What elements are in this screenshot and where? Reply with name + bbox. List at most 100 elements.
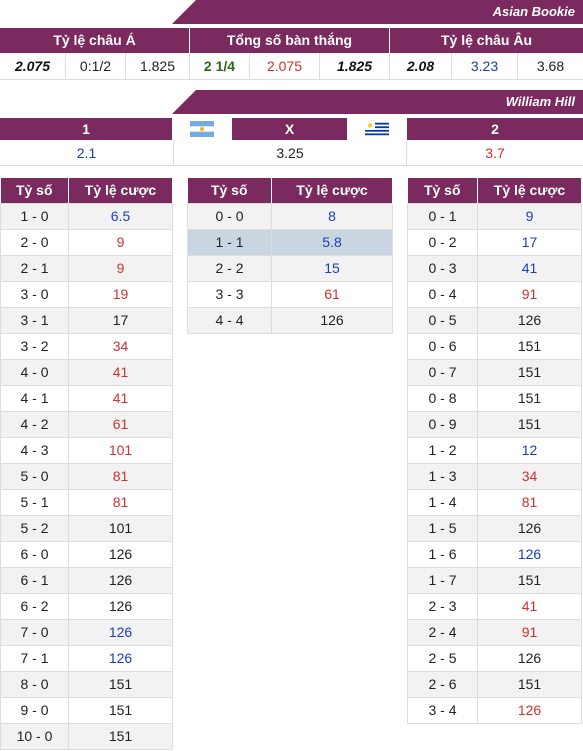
score-cell: 6 - 1 [0,567,69,594]
score-cell: 1 - 0 [0,203,69,230]
score-cell: 3 - 2 [0,333,69,360]
score-cell: 4 - 2 [0,411,69,438]
score-cell: 0 - 1 [407,203,478,230]
odds-cell: 151 [68,723,173,750]
col-odds: Tỷ lệ cược [68,178,173,204]
eu-draw-odds: 3.23 [452,53,518,79]
table-row: 2 - 5 126 [407,645,582,672]
score-cell: 4 - 0 [0,359,69,386]
odds-cell: 12 [477,437,582,464]
table-row: 5 - 2 101 [0,515,173,542]
table-row: 0 - 3 41 [407,255,582,282]
odds-cell: 101 [68,515,173,542]
wh-label-draw: X [284,121,295,137]
table-row: 4 - 0 41 [0,359,173,386]
score-cell: 5 - 1 [0,489,69,516]
score-cell: 3 - 4 [407,697,478,724]
score-cell: 1 - 5 [407,515,478,542]
col-score: Tỷ số [0,178,69,204]
score-cell: 0 - 7 [407,359,478,386]
score-cell: 1 - 2 [407,437,478,464]
score-cell: 2 - 0 [0,229,69,256]
odds-cell: 126 [477,697,582,724]
odds-cell: 101 [68,437,173,464]
table-row: 0 - 9 151 [407,411,582,438]
table-row: 0 - 6 151 [407,333,582,360]
william-hill-banner: William Hill [172,90,583,114]
uruguay-flag-icon [347,118,407,140]
odds-cell: 126 [477,645,582,672]
ah-away-odds: 1.825 [126,53,190,79]
score-cell: 0 - 5 [407,307,478,334]
table-row: 1 - 1 5.8 [187,229,393,256]
odds-cell: 81 [68,463,173,490]
table-row: 0 - 5 126 [407,307,582,334]
odds-cell: 151 [477,567,582,594]
score-cell: 6 - 0 [0,541,69,568]
score-cell: 3 - 0 [0,281,69,308]
odds-cell: 34 [68,333,173,360]
ah-home-odds: 2.075 [0,53,66,79]
odds-cell: 126 [477,515,582,542]
wh-draw-odds: 3.25 [174,140,407,165]
odds-cell: 61 [271,281,393,308]
table-row: 2 - 6 151 [407,671,582,698]
odds-cell: 9 [477,203,582,230]
odds-cell: 9 [68,229,173,256]
score-cell: 5 - 0 [0,463,69,490]
score-cell: 2 - 5 [407,645,478,672]
odds-cell: 6.5 [68,203,173,230]
table-row: 6 - 1 126 [0,567,173,594]
col-score: Tỷ số [407,178,478,204]
table-row: 0 - 8 151 [407,385,582,412]
odds-cell: 126 [271,307,393,334]
table-row: 6 - 0 126 [0,541,173,568]
odds-cell: 81 [477,489,582,516]
odds-cell: 5.8 [271,229,393,256]
table-row: 6 - 2 126 [0,593,173,620]
table-row: 5 - 1 81 [0,489,173,516]
score-cell: 6 - 2 [0,593,69,620]
score-cell: 5 - 2 [0,515,69,542]
score-cell: 2 - 2 [187,255,272,282]
odds-cell: 126 [68,619,173,646]
odds-cell: 151 [68,671,173,698]
table-row: 10 - 0 151 [0,723,173,750]
col-odds: Tỷ lệ cược [477,178,582,204]
odds-cell: 151 [477,385,582,412]
header-total-goals: Tổng số bàn thắng [190,28,390,53]
wh-label-away: 2 [491,121,499,137]
odds-cell: 19 [68,281,173,308]
score-cell: 2 - 6 [407,671,478,698]
table-row: 4 - 2 61 [0,411,173,438]
score-cell: 1 - 1 [187,229,272,256]
odds-cell: 151 [477,671,582,698]
table-row: 9 - 0 151 [0,697,173,724]
table-row: 3 - 0 19 [0,281,173,308]
asian-bookie-banner: Asian Bookie [172,0,583,24]
asian-bookie-odds-row: 2.075 0:1/2 1.825 2 1/4 2.075 1.825 2.08… [0,53,583,80]
odds-cell: 126 [477,307,582,334]
odds-cell: 17 [68,307,173,334]
odds-cell: 151 [477,333,582,360]
score-cell: 0 - 2 [407,229,478,256]
score-cell: 10 - 0 [0,723,69,750]
table-row: 4 - 4 126 [187,307,393,334]
score-cell: 2 - 4 [407,619,478,646]
odds-cell: 126 [68,593,173,620]
score-cell: 4 - 4 [187,307,272,334]
score-cell: 0 - 8 [407,385,478,412]
table-row: 2 - 2 15 [187,255,393,282]
score-cell: 3 - 1 [0,307,69,334]
odds-cell: 126 [68,567,173,594]
table-row: 1 - 0 6.5 [0,203,173,230]
score-cell: 4 - 1 [0,385,69,412]
wh-home-odds: 2.1 [0,140,174,165]
score-cell: 0 - 3 [407,255,478,282]
odds-cell: 41 [477,593,582,620]
ou-over-odds: 2.075 [250,53,320,79]
